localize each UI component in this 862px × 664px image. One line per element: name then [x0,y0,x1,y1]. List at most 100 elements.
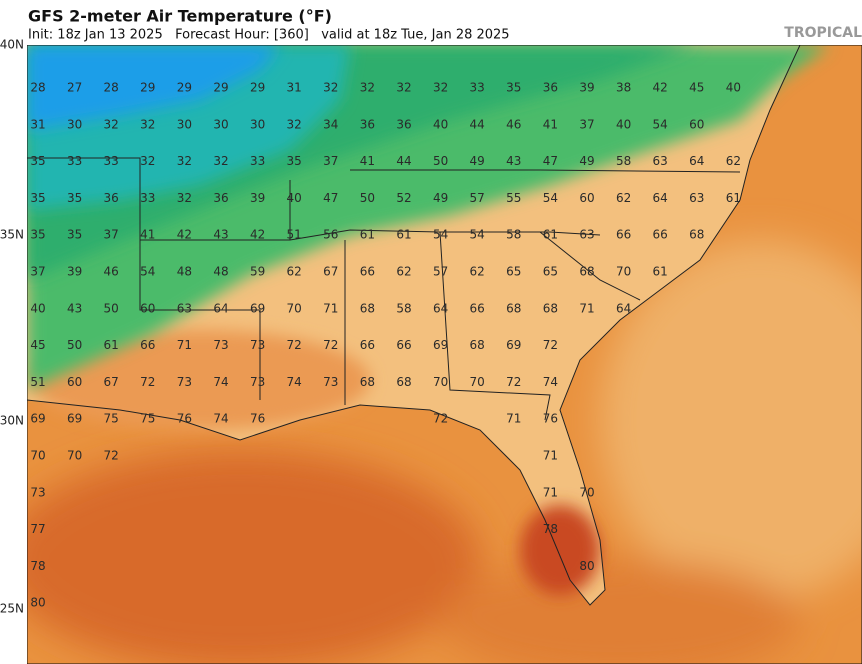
temperature-label: 32 [433,81,448,95]
temperature-label: 49 [470,154,485,168]
temperature-label: 40 [433,117,448,131]
temperature-label: 78 [30,559,45,573]
temperature-label: 64 [213,301,228,315]
temperature-label: 29 [213,81,228,95]
temperature-label: 30 [177,117,192,131]
temperature-label: 29 [140,81,155,95]
temperature-label: 71 [506,412,521,426]
temperature-label: 70 [470,375,485,389]
temperature-label: 35 [506,81,521,95]
temperature-label: 70 [579,485,594,499]
temperature-label: 71 [543,485,558,499]
temperature-label: 73 [250,338,265,352]
temperature-label: 45 [689,81,704,95]
temperature-label: 32 [287,117,302,131]
temperature-label: 60 [67,375,82,389]
latitude-label: 40N [0,38,24,52]
temperature-label: 73 [213,338,228,352]
temperature-label: 50 [433,154,448,168]
temperature-label: 68 [360,375,375,389]
temperature-label: 73 [323,375,338,389]
temperature-label: 36 [213,191,228,205]
temperature-label: 54 [140,265,155,279]
temperature-label: 71 [323,301,338,315]
temperature-label: 71 [543,449,558,463]
temperature-label: 74 [213,412,228,426]
temperature-label: 58 [396,301,411,315]
temperature-label: 60 [140,301,155,315]
temperature-label: 68 [543,301,558,315]
temperature-label: 46 [506,117,521,131]
temperature-label: 72 [140,375,155,389]
temperature-label: 35 [30,191,45,205]
temperature-label: 69 [30,412,45,426]
temperature-label: 37 [30,265,45,279]
temperature-label: 35 [30,228,45,242]
temperature-label: 31 [30,117,45,131]
temperature-label: 33 [250,154,265,168]
temperature-label: 42 [250,228,265,242]
temperature-label: 67 [323,265,338,279]
temperature-label: 68 [470,338,485,352]
temperature-label: 77 [30,522,45,536]
temperature-label: 36 [543,81,558,95]
temperature-label: 46 [104,265,119,279]
temperature-label: 29 [177,81,192,95]
temperature-label: 66 [616,228,631,242]
temperature-label: 43 [67,301,82,315]
temperature-label: 64 [616,301,631,315]
temperature-label: 35 [287,154,302,168]
temperature-label: 47 [543,154,558,168]
temperature-label: 58 [616,154,631,168]
temperature-label: 65 [543,265,558,279]
temperature-label: 54 [470,228,485,242]
temperature-label: 68 [579,265,594,279]
temperature-label: 36 [360,117,375,131]
temperature-label: 37 [579,117,594,131]
temperature-label: 32 [213,154,228,168]
temperature-label: 72 [543,338,558,352]
temperature-label: 35 [30,154,45,168]
temperature-label: 33 [140,191,155,205]
temperature-label: 69 [506,338,521,352]
temperature-label: 63 [177,301,192,315]
temperature-label: 51 [287,228,302,242]
temperature-label: 55 [506,191,521,205]
temperature-label: 39 [67,265,82,279]
temperature-label: 63 [689,191,704,205]
temperature-label: 68 [506,301,521,315]
temperature-label: 61 [360,228,375,242]
temperature-label: 63 [653,154,668,168]
temperature-label: 54 [433,228,448,242]
temperature-label: 36 [104,191,119,205]
temperature-label: 40 [287,191,302,205]
temperature-label: 50 [67,338,82,352]
temperature-label: 66 [470,301,485,315]
forecast-info: Init: 18z Jan 13 2025 Forecast Hour: [36… [28,28,510,43]
temperature-label: 30 [213,117,228,131]
temperature-label: 62 [726,154,741,168]
temperature-label: 47 [323,191,338,205]
temperature-label: 44 [470,117,485,131]
temperature-label: 27 [67,81,82,95]
temperature-label: 60 [579,191,594,205]
temperature-label: 74 [287,375,302,389]
temperature-label: 32 [104,117,119,131]
temperature-label: 49 [579,154,594,168]
temperature-label: 66 [360,338,375,352]
temperature-label: 54 [653,117,668,131]
temperature-label: 33 [470,81,485,95]
temperature-label: 68 [396,375,411,389]
temperature-label: 73 [30,485,45,499]
temperature-label: 64 [433,301,448,315]
temperature-label: 43 [506,154,521,168]
temperature-label: 42 [177,228,192,242]
latitude-label: 35N [0,228,24,242]
temperature-label: 52 [396,191,411,205]
temperature-label: 57 [470,191,485,205]
temperature-label: 38 [616,81,631,95]
temperature-label: 40 [30,301,45,315]
temperature-label: 32 [177,191,192,205]
temperature-label: 69 [250,301,265,315]
